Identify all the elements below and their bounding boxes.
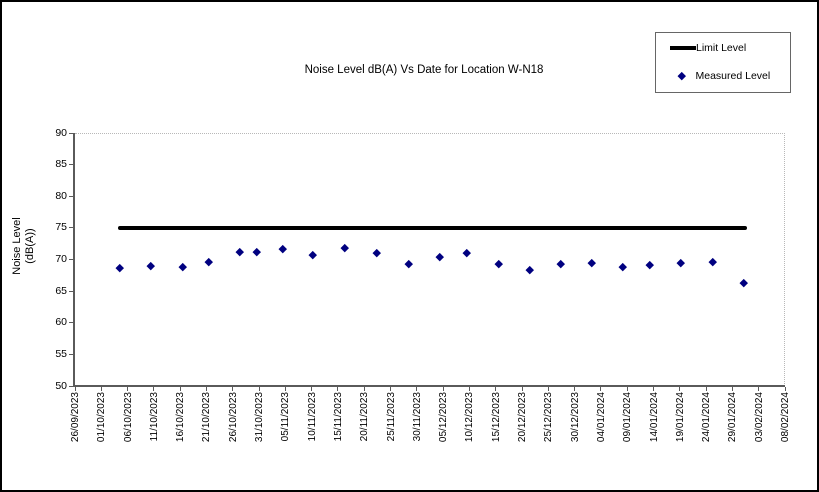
x-axis-tick-label: 03/02/2024 bbox=[753, 392, 765, 443]
x-tick-mark bbox=[626, 387, 628, 391]
x-axis-tick-label: 30/11/2023 bbox=[411, 392, 423, 442]
x-axis-tick-label: 08/02/2024 bbox=[780, 392, 791, 443]
x-axis-tick-label: 15/12/2023 bbox=[490, 392, 502, 443]
x-tick-mark bbox=[74, 387, 76, 391]
x-axis-tick-label: 20/12/2023 bbox=[517, 392, 529, 443]
x-axis-tick-label: 31/10/2023 bbox=[254, 392, 266, 443]
y-axis-title: Noise Level (dB(A)) bbox=[11, 210, 39, 282]
y-axis-tick-label: 65 bbox=[55, 284, 67, 297]
limit-line-icon bbox=[670, 46, 696, 50]
y-tick-mark bbox=[69, 353, 74, 355]
y-axis-tick-label: 80 bbox=[55, 189, 67, 202]
x-axis-tick-label: 14/01/2024 bbox=[648, 392, 660, 443]
x-axis-tick-label: 10/11/2023 bbox=[306, 392, 318, 442]
x-tick-mark bbox=[127, 387, 129, 391]
y-tick-mark bbox=[69, 385, 74, 387]
legend-label-measured-level: Measured Level bbox=[695, 70, 771, 82]
legend-entry-limit-level: Limit Level bbox=[670, 41, 746, 55]
y-tick-mark bbox=[69, 195, 74, 197]
x-tick-mark bbox=[311, 387, 313, 391]
y-tick-mark bbox=[69, 227, 74, 229]
y-axis-tick-label: 55 bbox=[55, 347, 67, 360]
x-axis-tick-label: 15/11/2023 bbox=[332, 392, 344, 442]
y-axis-tick-label: 75 bbox=[55, 221, 67, 234]
x-tick-mark bbox=[258, 387, 260, 391]
x-tick-mark bbox=[232, 387, 234, 391]
x-tick-mark bbox=[600, 387, 602, 391]
diamond-marker-icon bbox=[677, 72, 686, 80]
x-axis-tick-label: 10/12/2023 bbox=[464, 392, 476, 443]
x-tick-mark bbox=[284, 387, 286, 391]
x-tick-mark bbox=[705, 387, 707, 391]
plot-area bbox=[75, 133, 785, 386]
x-axis-tick-label: 05/11/2023 bbox=[280, 392, 292, 442]
x-axis-tick-label: 25/12/2023 bbox=[543, 392, 555, 443]
x-tick-mark bbox=[337, 387, 339, 391]
x-tick-mark bbox=[495, 387, 497, 391]
x-tick-mark bbox=[731, 387, 733, 391]
legend: Limit Level Measured Level bbox=[655, 32, 791, 93]
x-tick-mark bbox=[653, 387, 655, 391]
x-tick-mark bbox=[521, 387, 523, 391]
x-tick-mark bbox=[100, 387, 102, 391]
x-axis-tick-label: 06/10/2023 bbox=[122, 392, 134, 443]
x-axis-tick-label: 04/01/2024 bbox=[595, 392, 607, 443]
y-axis-tick-label: 85 bbox=[55, 158, 67, 171]
x-tick-mark bbox=[442, 387, 444, 391]
x-axis-tick-label: 24/01/2024 bbox=[701, 392, 713, 443]
limit-level-line bbox=[118, 225, 748, 230]
y-axis-title-line1: Noise Level bbox=[11, 217, 23, 275]
y-tick-mark bbox=[69, 259, 74, 260]
x-tick-mark bbox=[153, 387, 155, 391]
x-axis-tick-label: 05/12/2023 bbox=[438, 392, 450, 443]
x-tick-mark bbox=[547, 387, 549, 391]
x-axis-tick-label: 20/11/2023 bbox=[359, 392, 371, 442]
x-tick-mark bbox=[179, 387, 181, 391]
x-tick-mark bbox=[390, 387, 392, 391]
x-axis-tick-label: 26/10/2023 bbox=[227, 392, 239, 443]
x-tick-mark bbox=[679, 387, 681, 391]
y-tick-mark bbox=[69, 164, 74, 166]
x-axis-tick-label: 25/11/2023 bbox=[385, 392, 397, 442]
legend-entry-measured-level: Measured Level bbox=[676, 69, 770, 83]
y-axis-tick-label: 90 bbox=[55, 126, 67, 139]
x-tick-mark bbox=[416, 387, 418, 391]
x-tick-mark bbox=[468, 387, 470, 391]
y-axis-tick-label: 50 bbox=[55, 379, 67, 392]
y-axis-tick-label: 60 bbox=[55, 316, 67, 329]
x-axis-tick-label: 09/01/2024 bbox=[622, 392, 634, 443]
x-tick-mark bbox=[758, 387, 760, 391]
x-axis-tick-label: 01/10/2023 bbox=[96, 392, 108, 443]
legend-label-limit-level: Limit Level bbox=[696, 42, 747, 54]
chart-title: Noise Level dB(A) Vs Date for Location W… bbox=[304, 64, 544, 76]
x-axis-tick-label: 11/10/2023 bbox=[148, 392, 160, 442]
x-tick-mark bbox=[363, 387, 365, 391]
y-axis-title-line2: (dB(A)) bbox=[24, 228, 36, 264]
y-axis-line bbox=[73, 133, 75, 387]
x-axis-tick-label: 29/01/2024 bbox=[727, 392, 739, 443]
x-axis-line bbox=[73, 385, 785, 387]
y-tick-mark bbox=[69, 132, 74, 134]
y-tick-mark bbox=[69, 290, 74, 292]
x-tick-mark bbox=[205, 387, 207, 391]
y-tick-mark bbox=[69, 322, 74, 324]
x-axis-tick-label: 19/01/2024 bbox=[674, 392, 686, 443]
x-tick-mark bbox=[574, 387, 576, 391]
x-tick-mark bbox=[784, 387, 786, 391]
x-axis-tick-label: 16/10/2023 bbox=[175, 392, 187, 443]
y-axis-tick-label: 70 bbox=[55, 253, 67, 265]
x-axis-tick-label: 30/12/2023 bbox=[569, 392, 581, 443]
x-axis-tick-label: 26/09/2023 bbox=[70, 392, 81, 443]
x-axis-tick-label: 21/10/2023 bbox=[201, 392, 213, 443]
